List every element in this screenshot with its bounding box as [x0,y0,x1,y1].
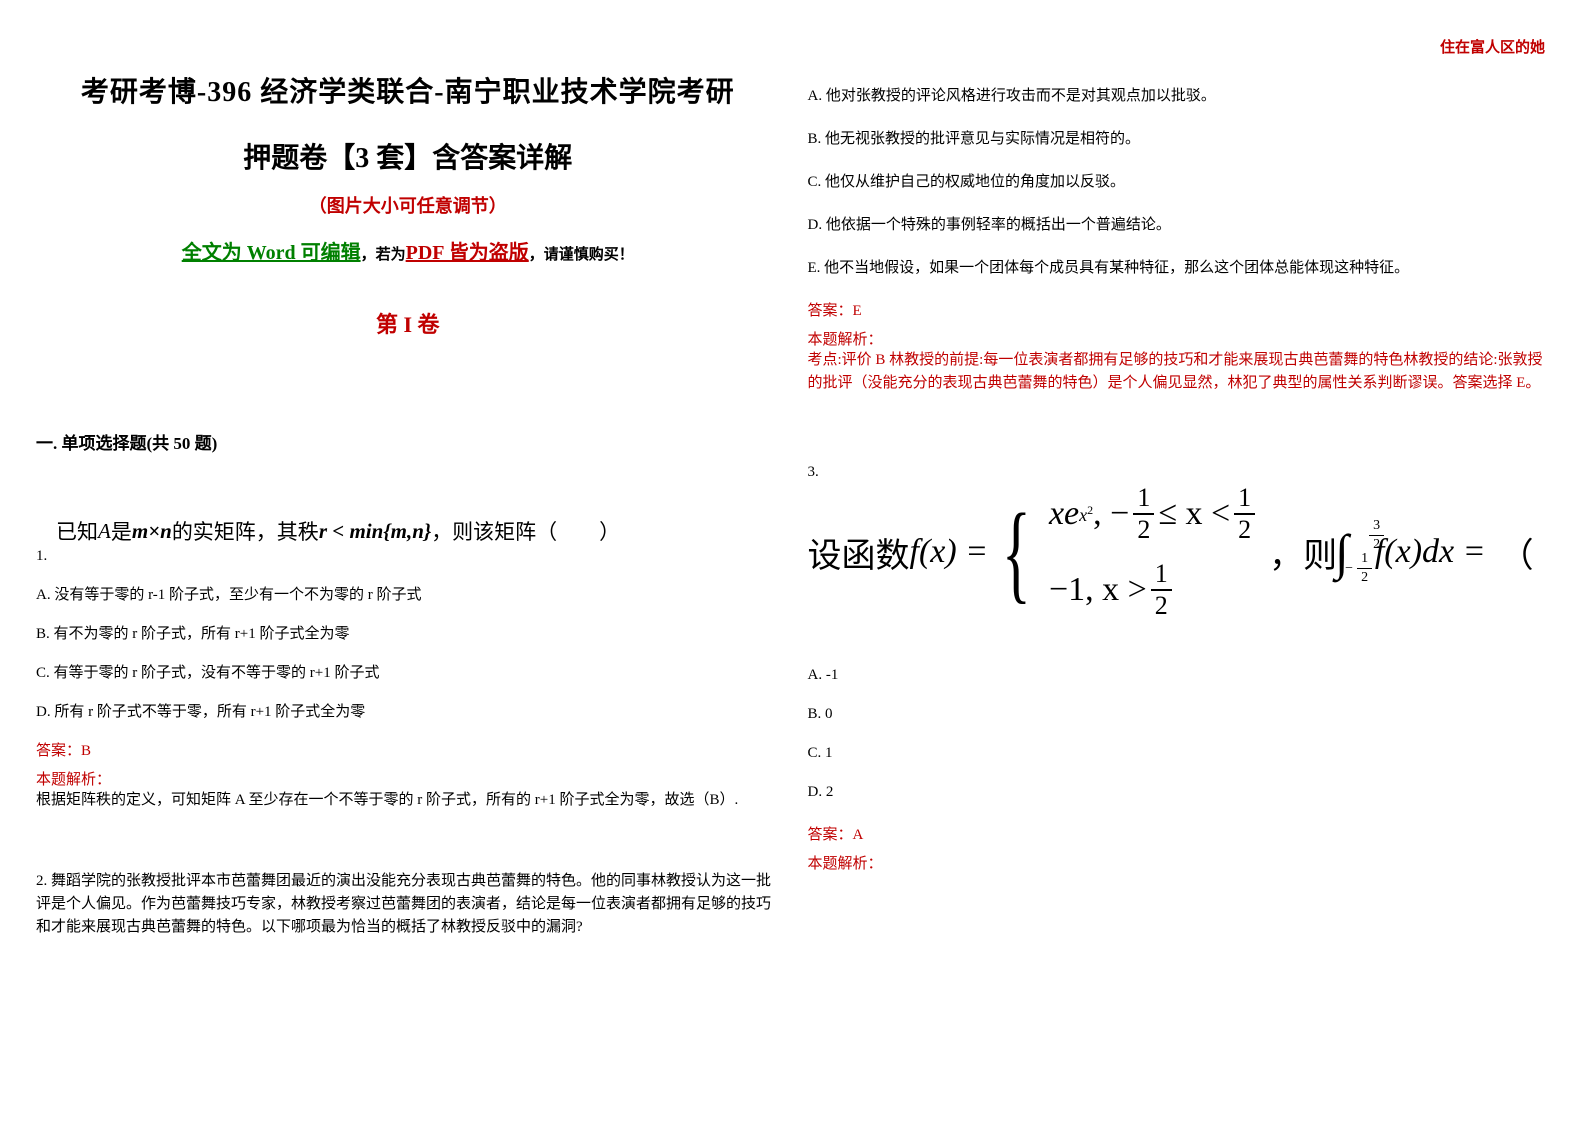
c1-frac1: 12 [1133,485,1154,543]
q1-analysis: 根据矩阵秩的定义，可知矩阵 A 至少存在一个不等于零的 r 阶子式，所有的 r+… [36,789,780,812]
q2-analysis: 考点:评价 B 林教授的前提:每一位表演者都拥有足够的技巧和才能来展现古典芭蕾舞… [808,349,1552,394]
q3-cases: xex2 , − 12 ≤ x < 12 −1, x > 12 [1049,485,1259,619]
q3-optD: D. 2 [808,784,1552,801]
q2-answer: 答案：E [808,299,1552,320]
left-brace-icon: { [1002,503,1031,602]
iu-n: 3 [1369,519,1384,536]
q1-rlt: r < min{m,n} [319,519,431,544]
il-d: 2 [1361,569,1368,585]
c2-fd: 2 [1155,591,1168,619]
q1-analysis-h: 本题解析： [36,768,780,789]
watermark-text: 住在富人区的她 [1440,36,1545,57]
q1-A: A [98,519,111,544]
doc-subtitle: 押题卷【3 套】含答案详解 [36,136,780,176]
q3-fx: f(x) = [910,533,989,571]
q1-mid1: 是 [111,516,132,546]
q1-suffix: ，则该矩阵（ ） [431,516,620,546]
doc-size-note: （图片大小可任意调节） [36,192,780,218]
iu-d: 2 [1373,536,1380,552]
q1-pre: 已知 [56,516,98,546]
il-n: 1 [1357,552,1372,569]
right-column: A. 他对张教授的评论风格进行攻击而不是对其观点加以批驳。 B. 他无视张教授的… [808,70,1552,939]
q3-then: ，则 [1269,528,1337,577]
q3-paren: （ [1500,528,1534,577]
doc-warning: 全文为 Word 可编辑，若为PDF 皆为盗版，请谨慎购买！ [36,236,780,265]
c2-a: −1, x > [1049,571,1147,609]
q3-number: 3. [808,464,1552,481]
int-lower: −12 [1345,552,1376,585]
q3-lead: 设函数 [808,528,910,577]
c2-fn: 1 [1151,561,1172,591]
warn-red: PDF 皆为盗版 [406,242,529,264]
q2-optB: B. 他无视张教授的批评意见与实际情况是相符的。 [808,127,1552,148]
c1-f1n: 1 [1133,485,1154,515]
q2-optC: C. 他仅从维护自己的权威地位的角度加以反驳。 [808,170,1552,191]
left-column: 考研考博-396 经济学类联合-南宁职业技术学院考研 押题卷【3 套】含答案详解… [36,70,780,939]
q2-stem: 2. 舞蹈学院的张教授批评本市芭蕾舞团最近的演出没能充分表现古典芭蕾舞的特色。他… [36,870,780,940]
q2-optD: D. 他依据一个特殊的事例轻率的概括出一个普遍结论。 [808,213,1552,234]
warn-suffix: ，请谨慎购买！ [529,247,634,263]
q2-optA: A. 他对张教授的评论风格进行攻击而不是对其观点加以批驳。 [808,84,1552,105]
integral-icon: ∫ 32 −12 [1337,523,1347,581]
q2-analysis-h: 本题解析： [808,328,1552,349]
int-upper: 32 [1365,519,1388,552]
warn-green: 全文为 Word 可编辑 [182,242,361,264]
c1-le: ≤ x < [1158,495,1230,533]
q3-formula-row: 设函数 f(x) = { xex2 , − 12 ≤ x < 12 −1, x … [808,485,1488,619]
q1-optC: C. 有等于零的 r 阶子式，没有不等于零的 r+1 阶子式 [36,661,780,682]
c1-exp-x: x [1079,505,1087,525]
warn-join1: ，若为 [361,247,406,263]
q3-analysis-h: 本题解析： [808,852,1552,873]
section-heading: 一. 单项选择题(共 50 题) [36,429,780,454]
c1-f2d: 2 [1238,515,1251,543]
c1-f2n: 1 [1234,485,1255,515]
q3-optB: B. 0 [808,706,1552,723]
c1-frac2: 12 [1234,485,1255,543]
volume-label: 第 I 卷 [36,307,780,339]
q3-integrand: f(x)dx = [1375,533,1486,571]
q3-case1: xex2 , − 12 ≤ x < 12 [1049,485,1259,543]
page-content: 考研考博-396 经济学类联合-南宁职业技术学院考研 押题卷【3 套】含答案详解… [0,0,1587,959]
c1-xe: xe [1049,495,1079,533]
q1-optD: D. 所有 r 阶子式不等于零，所有 r+1 阶子式全为零 [36,700,780,721]
c1-comma: , − [1093,495,1129,533]
q1-stem: 已知 A 是 m×n 的实矩阵，其秩 r < min{m,n} ，则该矩阵（ ） [36,516,780,546]
q1-mid2: 的实矩阵，其秩 [172,516,319,546]
q3-formula: 设函数 f(x) = { xex2 , − 12 ≤ x < 12 −1, x … [808,485,1488,619]
q3-case2: −1, x > 12 [1049,561,1259,619]
q1-answer: 答案：B [36,739,780,760]
doc-title: 考研考博-396 经济学类联合-南宁职业技术学院考研 [36,70,780,110]
c2-frac: 12 [1151,561,1172,619]
q3-optC: C. 1 [808,745,1552,762]
q1-mn: m×n [132,519,172,544]
c1-f1d: 2 [1137,515,1150,543]
q3-optA: A. -1 [808,667,1552,684]
il-neg: − [1345,562,1353,576]
q1-optA: A. 没有等于零的 r-1 阶子式，至少有一个不为零的 r 阶子式 [36,583,780,604]
q1-number: 1. [36,548,780,565]
q1-optB: B. 有不为零的 r 阶子式，所有 r+1 阶子式全为零 [36,622,780,643]
q2-optE: E. 他不当地假设，如果一个团体每个成员具有某种特征，那么这个团体总能体现这种特… [808,256,1552,277]
q3-answer: 答案：A [808,823,1552,844]
